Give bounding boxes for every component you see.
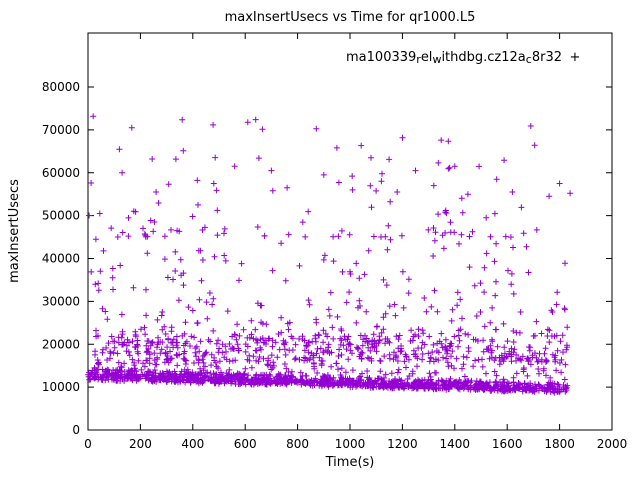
tick-label: 0 (84, 437, 92, 451)
tick-label: 1200 (387, 437, 418, 451)
tick-label: 50000 (42, 209, 80, 223)
x-axis-label: Time(s) (325, 455, 375, 470)
tick-label: 1400 (440, 437, 471, 451)
tick-label: 600 (234, 437, 257, 451)
tick-label: 2000 (597, 437, 628, 451)
tick-label: 20000 (42, 337, 80, 351)
tick-label: 0 (72, 423, 80, 437)
tick-label: 10000 (42, 380, 80, 394)
legend-label: ma100339relwithdbg.cz12ac8r32 (346, 50, 562, 66)
tick-label: 1600 (492, 437, 523, 451)
axis-tick-labels: 0 200 400 600 800 1000 1200 1400 1600 1800 2000010… (42, 80, 627, 451)
chart-title: maxInsertUsecs vs Time for qr1000.L5 (225, 10, 476, 25)
tick-label: 60000 (42, 166, 80, 180)
tick-label: 80000 (42, 80, 80, 94)
y-axis-label: maxInsertUsecs (7, 179, 22, 283)
tick-label: 30000 (42, 294, 80, 308)
scatter-points (85, 113, 574, 396)
tick-label: 400 (181, 437, 204, 451)
legend-marker-icon: + (570, 50, 581, 65)
tick-label: 70000 (42, 123, 80, 137)
tick-label: 1800 (544, 437, 575, 451)
legend: ma100339relwithdbg.cz12ac8r32 + (346, 50, 580, 66)
axis-ticks (87, 33, 613, 431)
tick-label: 1000 (335, 437, 366, 451)
tick-label: 800 (286, 437, 309, 451)
tick-label: 200 (129, 437, 152, 451)
tick-label: 40000 (42, 252, 80, 266)
